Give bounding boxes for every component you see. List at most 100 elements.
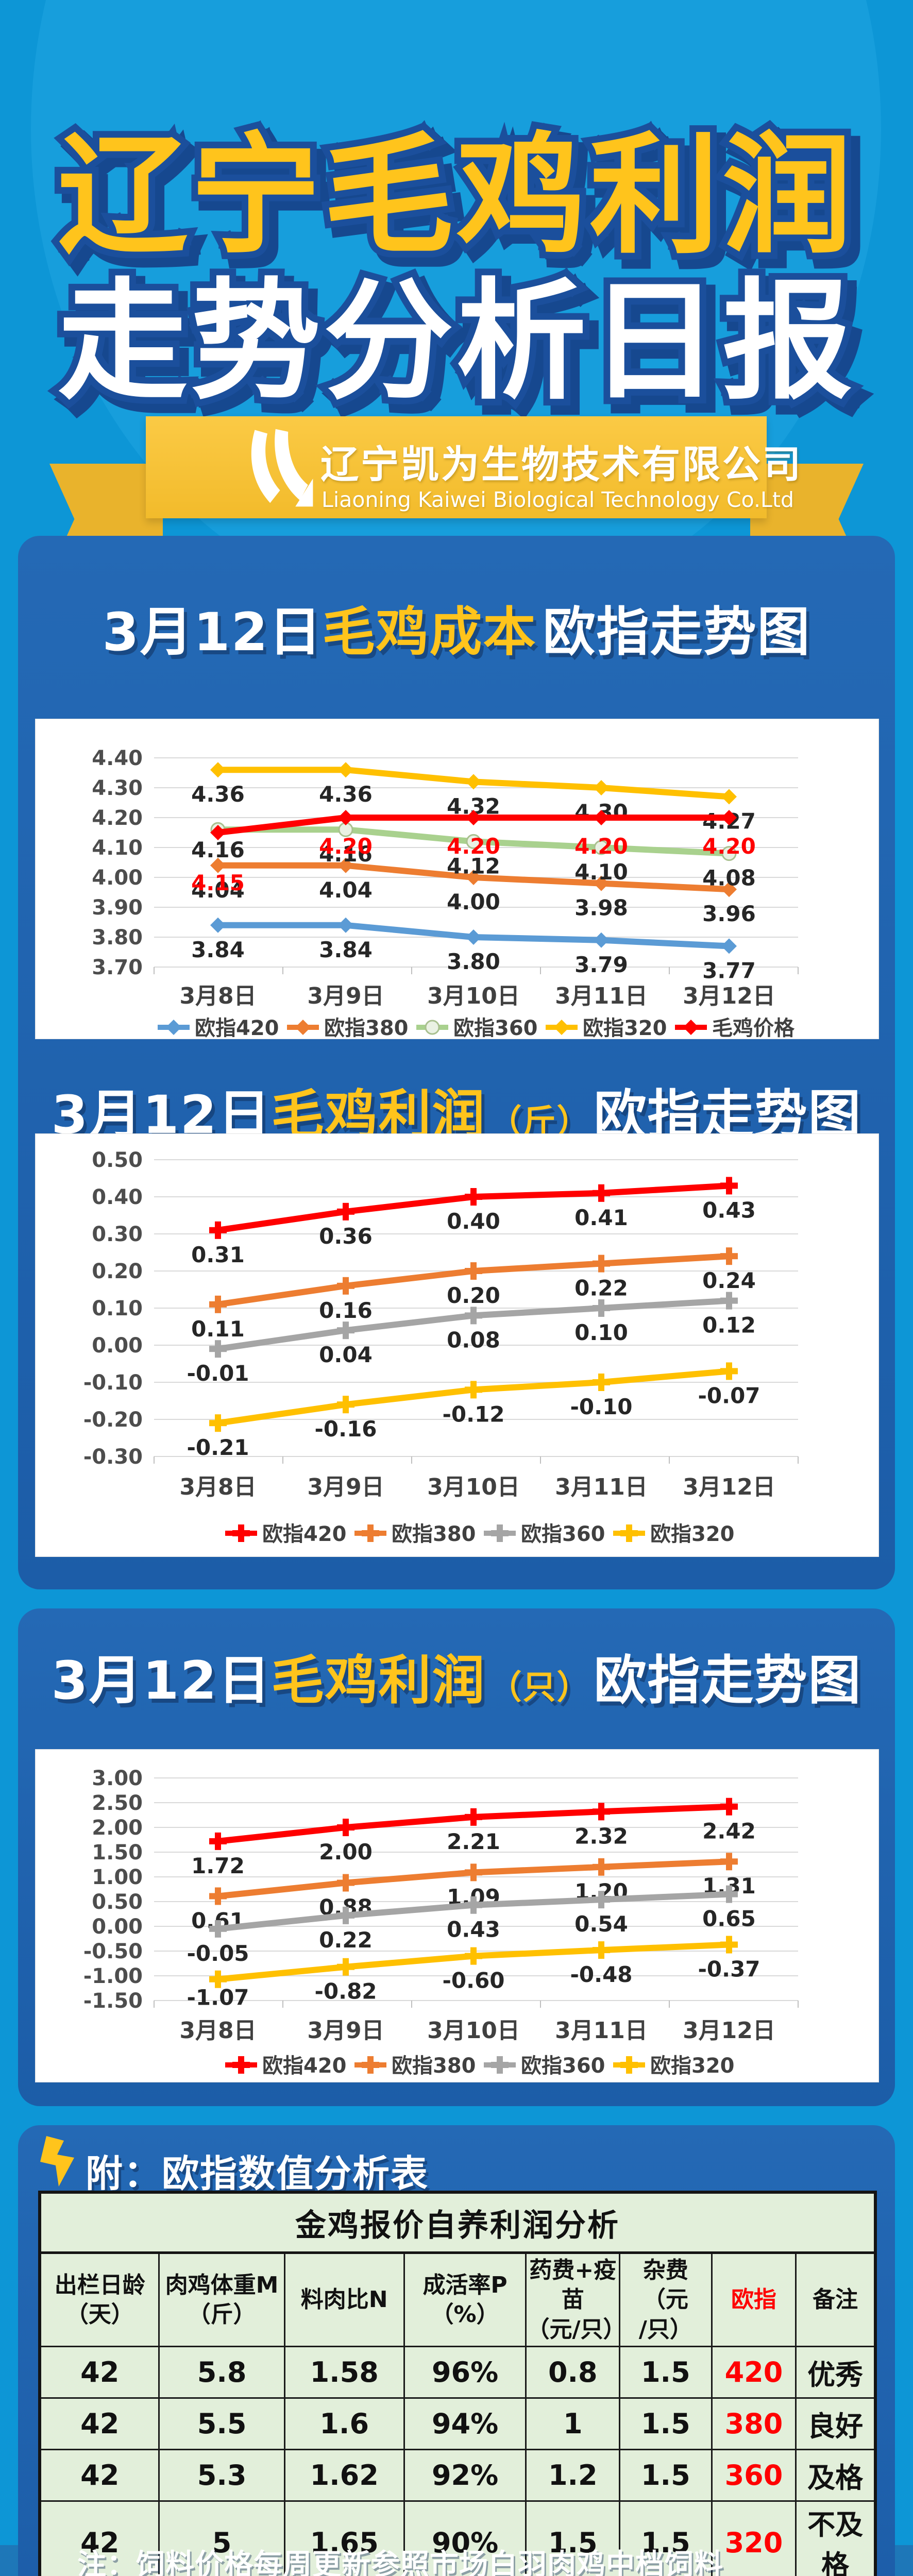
table-cell: 90% — [403, 2500, 527, 2576]
table-header-cell: 料肉比N — [283, 2252, 405, 2347]
table-cell: 42 — [39, 2346, 160, 2399]
table-row: 42 5 1.65 90% 1.5 1.5 320 不及格 — [39, 2500, 876, 2576]
heading-highlight: 毛鸡利润 — [271, 1650, 486, 1711]
svg-text:3月9日: 3月9日 — [307, 2018, 384, 2044]
svg-text:-1.50: -1.50 — [83, 1989, 143, 2013]
svg-text:毛鸡价格: 毛鸡价格 — [712, 1016, 795, 1039]
svg-text:-0.16: -0.16 — [314, 1416, 377, 1442]
table-cell: 1.65 — [283, 2500, 405, 2576]
table-cell: 5.8 — [158, 2346, 285, 2399]
svg-text:3.84: 3.84 — [191, 937, 245, 962]
table-cell: 不及格 — [795, 2500, 876, 2576]
svg-text:0.00: 0.00 — [92, 1915, 143, 1939]
svg-text:4.36: 4.36 — [319, 782, 373, 807]
table-cell: 及格 — [795, 2449, 876, 2502]
table-cell: 420 — [711, 2346, 797, 2399]
table-cell: 5.5 — [158, 2397, 285, 2450]
svg-text:欧指420: 欧指420 — [262, 1522, 347, 1546]
table-cell: 320 — [711, 2500, 797, 2576]
table-cell: 5.3 — [158, 2449, 285, 2502]
svg-text:3月9日: 3月9日 — [307, 1474, 384, 1500]
svg-text:-1.07: -1.07 — [187, 1985, 249, 2010]
svg-text:-0.07: -0.07 — [698, 1383, 760, 1408]
heading-suffix: 欧指走势图 — [594, 1650, 862, 1711]
svg-text:4.16: 4.16 — [191, 837, 245, 862]
svg-text:-1.00: -1.00 — [83, 1964, 143, 1988]
svg-text:0.36: 0.36 — [319, 1224, 373, 1249]
svg-text:欧指420: 欧指420 — [262, 2054, 347, 2078]
chart-svg: 0.50 0.40 0.30 0.20 0.10 0.00 -0.10 -0.20 -0.30 0… — [83, 1148, 799, 1546]
svg-text:3.70: 3.70 — [92, 956, 143, 979]
svg-text:0.50: 0.50 — [92, 1890, 143, 1914]
svg-text:4.10: 4.10 — [574, 859, 628, 885]
company-name-en: Liaoning Kaiwei Biological Technology Co… — [322, 487, 794, 512]
table-cell: 优秀 — [795, 2346, 876, 2399]
svg-text:4.15: 4.15 — [191, 870, 245, 895]
table-cell: 42 — [39, 2500, 160, 2576]
svg-text:3.84: 3.84 — [319, 937, 373, 962]
svg-text:0.54: 0.54 — [574, 1911, 628, 1937]
svg-text:-0.20: -0.20 — [83, 1408, 143, 1432]
svg-text:3月8日: 3月8日 — [179, 983, 256, 1009]
svg-text:4.20: 4.20 — [702, 834, 756, 859]
table-cell: 92% — [403, 2449, 527, 2502]
svg-text:0.00: 0.00 — [92, 1334, 143, 1358]
heading-prefix: 3月12日 — [51, 1650, 272, 1711]
svg-text:0.43: 0.43 — [447, 1917, 500, 1942]
svg-text:3月10日: 3月10日 — [427, 2018, 520, 2044]
title-line2: 走势分析日报 — [58, 266, 855, 417]
arrow-icon — [40, 2136, 74, 2187]
svg-text:0.30: 0.30 — [92, 1223, 143, 1246]
svg-text:0.31: 0.31 — [191, 1242, 245, 1267]
table-cell: 94% — [403, 2397, 527, 2450]
svg-text:3月11日: 3月11日 — [555, 2018, 648, 2044]
poster-title: 辽宁毛鸡利润 辽宁毛鸡利润 走势分析日报 走势分析日报 — [51, 118, 868, 433]
svg-text:3.80: 3.80 — [447, 949, 500, 974]
table-cell: 1 — [525, 2397, 621, 2450]
svg-text:4.04: 4.04 — [319, 877, 373, 903]
svg-text:4.40: 4.40 — [92, 747, 143, 770]
svg-text:0.43: 0.43 — [702, 1197, 756, 1223]
profit-analysis-table: 金鸡报价自养利润分析 出栏日龄 （天） 肉鸡体重M （斤） 料肉比N 成活率P （%）药… — [38, 2191, 877, 2576]
svg-text:0.65: 0.65 — [702, 1906, 756, 1931]
svg-text:3.90: 3.90 — [92, 896, 143, 920]
svg-text:4.20: 4.20 — [574, 834, 628, 859]
table-cell: 96% — [403, 2346, 527, 2399]
table-cell: 良好 — [795, 2397, 876, 2450]
svg-text:-0.05: -0.05 — [187, 1941, 249, 1966]
table-title: 金鸡报价自养利润分析 — [39, 2191, 876, 2254]
svg-text:3月12日: 3月12日 — [683, 983, 775, 1009]
table-cell: 42 — [39, 2449, 160, 2502]
svg-text:欧指360: 欧指360 — [521, 2054, 605, 2078]
svg-text:3月11日: 3月11日 — [555, 983, 648, 1009]
company-name-cn: 辽宁凯为生物技术有限公司 — [320, 443, 803, 487]
svg-text:欧指380: 欧指380 — [324, 1016, 409, 1039]
svg-text:3.00: 3.00 — [92, 1767, 143, 1790]
svg-text:欧指380: 欧指380 — [392, 2054, 476, 2078]
svg-text:1.72: 1.72 — [191, 1853, 245, 1878]
svg-text:-0.01: -0.01 — [187, 1361, 249, 1386]
svg-text:3月8日: 3月8日 — [179, 2018, 256, 2044]
chart-svg: 3.002.502.001.501.000.500.00-0.50-1.00-1… — [83, 1767, 799, 2078]
svg-text:2.00: 2.00 — [92, 1816, 143, 1840]
svg-text:3月11日: 3月11日 — [555, 1474, 648, 1500]
svg-text:3月8日: 3月8日 — [179, 1474, 256, 1500]
svg-text:1.00: 1.00 — [92, 1866, 143, 1889]
heading-prefix: 3月12日 — [102, 602, 323, 663]
table-header-cell: 出栏日龄 （天） — [39, 2252, 160, 2347]
profit-per-jin-chart: 0.50 0.40 0.30 0.20 0.10 0.00 -0.10 -0.20 -0.30 0… — [35, 1133, 879, 1557]
heading-highlight: 毛鸡成本 — [322, 602, 537, 663]
title-line2-shadow: 走势分析日报 — [66, 275, 864, 426]
svg-text:3月9日: 3月9日 — [307, 983, 384, 1009]
svg-text:3.77: 3.77 — [702, 958, 756, 983]
section-heading-cost: 3月12日 毛鸡成本 欧指走势图 — [0, 590, 913, 666]
svg-text:0.20: 0.20 — [92, 1260, 143, 1283]
table-cell: 1.5 — [619, 2346, 713, 2399]
note-text: 注：饲料价格每周更新参照市场白羽肉鸡中档饲料 价格，雏价和毛鸡价参照金鸡报价沈阳… — [77, 2547, 860, 2576]
table-cell: 5 — [158, 2500, 285, 2576]
table-header-cell: 欧指 — [711, 2252, 797, 2347]
svg-text:2.42: 2.42 — [702, 1819, 756, 1844]
svg-text:-0.37: -0.37 — [698, 1957, 760, 1982]
table-cell: 380 — [711, 2397, 797, 2450]
